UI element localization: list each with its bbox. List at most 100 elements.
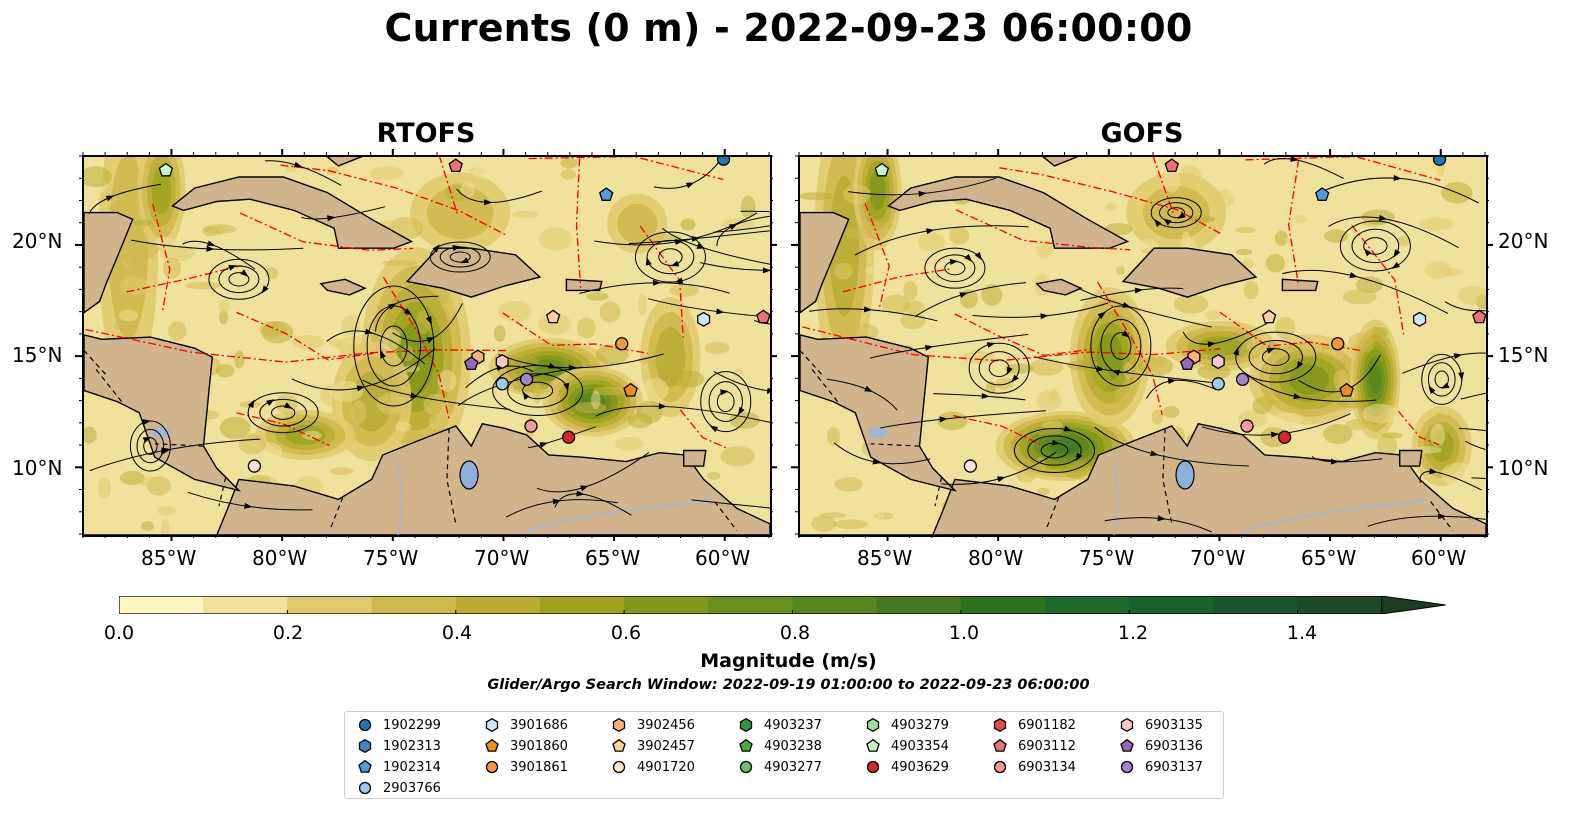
colorbar-tick: 0.4: [441, 622, 473, 644]
colorbar-segment: [792, 596, 878, 614]
legend-marker-icon: [1120, 760, 1134, 774]
float-marker-1902299[interactable]: [716, 157, 731, 166]
float-marker-6903112[interactable]: [1472, 309, 1486, 324]
legend-item-1902313: 1902313: [357, 736, 441, 756]
legend-item-label: 6903112: [1018, 738, 1076, 754]
legend-marker-icon: [358, 781, 372, 795]
float-marker-2903766[interactable]: [1211, 377, 1225, 391]
float-marker-6903136[interactable]: [1180, 356, 1195, 370]
legend-marker-icon: [866, 717, 880, 733]
legend-marker-6903136: [1120, 738, 1134, 752]
legend-item-label: 6903137: [1145, 759, 1203, 775]
float-marker-6903134[interactable]: [524, 419, 538, 433]
legend-item-6901182: 6901182: [992, 715, 1076, 735]
float-marker-6903137[interactable]: [1235, 372, 1250, 387]
lat-label-15n: 15°N: [12, 343, 63, 367]
colorbar-tick: 0.0: [103, 622, 135, 644]
float-marker-4903354[interactable]: [158, 162, 174, 177]
colorbar-tick: 0.2: [272, 622, 304, 644]
float-marker-3901860[interactable]: [1339, 382, 1354, 397]
legend-marker-3901861: [485, 760, 499, 774]
lat-label-20n: 20°N: [12, 229, 63, 253]
legend-item-label: 4903279: [891, 717, 949, 733]
legend-item-1902299: 1902299: [357, 715, 441, 735]
legend-item-6903137: 6903137: [1119, 757, 1203, 777]
legend-marker-4903237: [739, 717, 753, 733]
legend-marker-icon: [612, 760, 626, 774]
lat-label-10n-right: 10°N: [1498, 456, 1549, 480]
colorbar-tick: 1.4: [1286, 622, 1318, 644]
legend-marker-icon: [739, 738, 753, 752]
legend-item-label: 4903237: [764, 717, 822, 733]
legend-item-6903136: 6903136: [1119, 736, 1203, 756]
legend-item-6903135: 6903135: [1119, 715, 1203, 735]
legend-marker-icon: [485, 717, 499, 733]
legend-item-6903134: 6903134: [992, 757, 1076, 777]
legend-item-1902314: 1902314: [357, 757, 441, 777]
legend-marker-1902314: [358, 759, 372, 773]
colorbar-segment: [1213, 596, 1299, 614]
legend-item-label: 4903277: [764, 759, 822, 775]
float-marker-3901861[interactable]: [1331, 337, 1345, 351]
float-marker-6903134[interactable]: [1240, 419, 1254, 433]
float-marker-1902314[interactable]: [1315, 187, 1330, 201]
figure-title: Currents (0 m) - 2022-09-23 06:00:00: [384, 6, 1193, 50]
float-marker-6903112[interactable]: [448, 158, 463, 173]
map-panel-gofs[interactable]: [798, 155, 1488, 537]
float-marker-3901860[interactable]: [623, 382, 638, 397]
legend-marker-1902313: [358, 738, 372, 754]
legend-marker-icon: [993, 717, 1007, 733]
legend-item-label: 1902299: [383, 717, 441, 733]
map-panel-rtofs[interactable]: [82, 155, 772, 537]
float-marker-4901720[interactable]: [247, 459, 262, 473]
float-marker-3901686[interactable]: [1413, 311, 1427, 327]
lat-label-10n: 10°N: [12, 456, 63, 480]
float-marker-6903135[interactable]: [495, 354, 509, 370]
colorbar-segment: [119, 596, 204, 614]
legend-marker-3901860: [485, 738, 499, 752]
legend-item-label: 1902314: [383, 759, 441, 775]
float-marker-4901720[interactable]: [963, 459, 978, 473]
legend-item-4903277: 4903277: [738, 757, 822, 777]
float-legend: 1902299 1902313 1902314 2903766 3901686 39018…: [344, 711, 1224, 799]
lon-label-60w: 60°W: [695, 546, 751, 570]
legend-item-label: 3902456: [637, 717, 695, 733]
float-marker-4903629[interactable]: [561, 430, 576, 444]
float-marker-3902457[interactable]: [545, 309, 561, 324]
legend-item-4903237: 4903237: [738, 715, 822, 735]
lon-label-80w: 80°W: [252, 546, 308, 570]
legend-marker-4903277: [739, 760, 753, 774]
legend-marker-icon: [1120, 717, 1134, 733]
legend-marker-4903238: [739, 738, 753, 752]
legend-marker-icon: [866, 760, 880, 774]
legend-marker-icon: [358, 759, 372, 773]
legend-item-3901686: 3901686: [484, 715, 568, 735]
legend-item-label: 6903135: [1145, 717, 1203, 733]
float-marker-3901686[interactable]: [697, 311, 711, 327]
float-marker-4903629[interactable]: [1277, 430, 1292, 444]
legend-item-label: 3901860: [510, 738, 568, 754]
legend-item-4903354: 4903354: [865, 736, 949, 756]
legend-marker-4901720: [612, 760, 626, 774]
legend-marker-6903135: [1120, 717, 1134, 733]
float-marker-3901861[interactable]: [615, 337, 629, 351]
legend-marker-2903766: [358, 781, 372, 795]
float-marker-6903112[interactable]: [756, 309, 770, 324]
legend-item-label: 4903238: [764, 738, 822, 754]
float-marker-4903354[interactable]: [874, 162, 890, 177]
float-marker-2903766[interactable]: [495, 377, 509, 391]
legend-marker-icon: [358, 718, 372, 732]
float-marker-6903136[interactable]: [464, 356, 479, 370]
colorbar-segment: [1129, 596, 1214, 614]
legend-marker-6903137: [1120, 760, 1134, 774]
legend-item-label: 3901686: [510, 717, 568, 733]
float-marker-1902299[interactable]: [1432, 157, 1447, 166]
float-marker-1902314[interactable]: [599, 187, 614, 201]
colorbar-segment: [708, 596, 793, 614]
float-marker-3902457[interactable]: [1261, 309, 1277, 324]
float-marker-6903137[interactable]: [519, 372, 534, 387]
float-marker-6903135[interactable]: [1211, 354, 1225, 370]
legend-item-4901720: 4901720: [611, 757, 695, 777]
float-marker-6903112[interactable]: [1164, 158, 1179, 173]
legend-marker-1902299: [358, 718, 372, 732]
